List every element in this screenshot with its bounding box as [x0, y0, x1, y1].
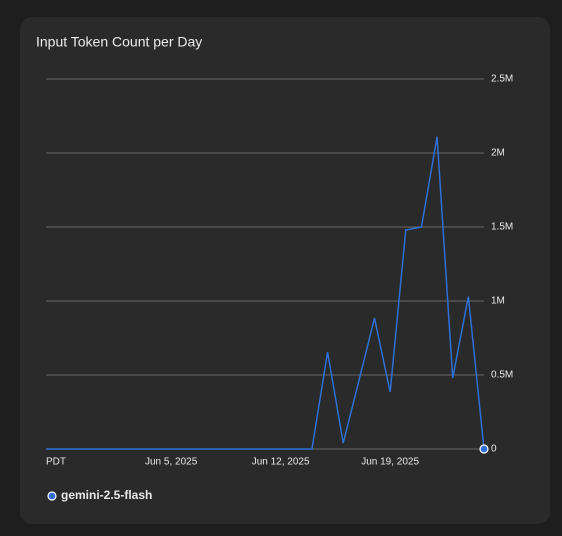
timezone-label: PDT — [46, 457, 66, 468]
card — [20, 17, 550, 524]
y-tick-label: 0.5M — [491, 370, 513, 381]
y-tick-label: 1M — [491, 296, 505, 307]
x-tick-label: Jun 12, 2025 — [252, 457, 310, 468]
y-tick-label: 1.5M — [491, 222, 513, 233]
x-tick-label: Jun 5, 2025 — [145, 457, 198, 468]
series-line — [46, 136, 485, 450]
legend-marker — [47, 491, 57, 501]
y-tick-label: 0 — [491, 444, 497, 455]
legend-label: gemini-2.5-flash — [61, 488, 152, 502]
y-tick-label: 2M — [491, 148, 505, 159]
hover-point — [479, 444, 489, 454]
chart-title: Input Token Count per Day — [36, 34, 202, 50]
y-tick-label: 2.5M — [491, 74, 513, 85]
x-tick-label: Jun 19, 2025 — [361, 457, 419, 468]
